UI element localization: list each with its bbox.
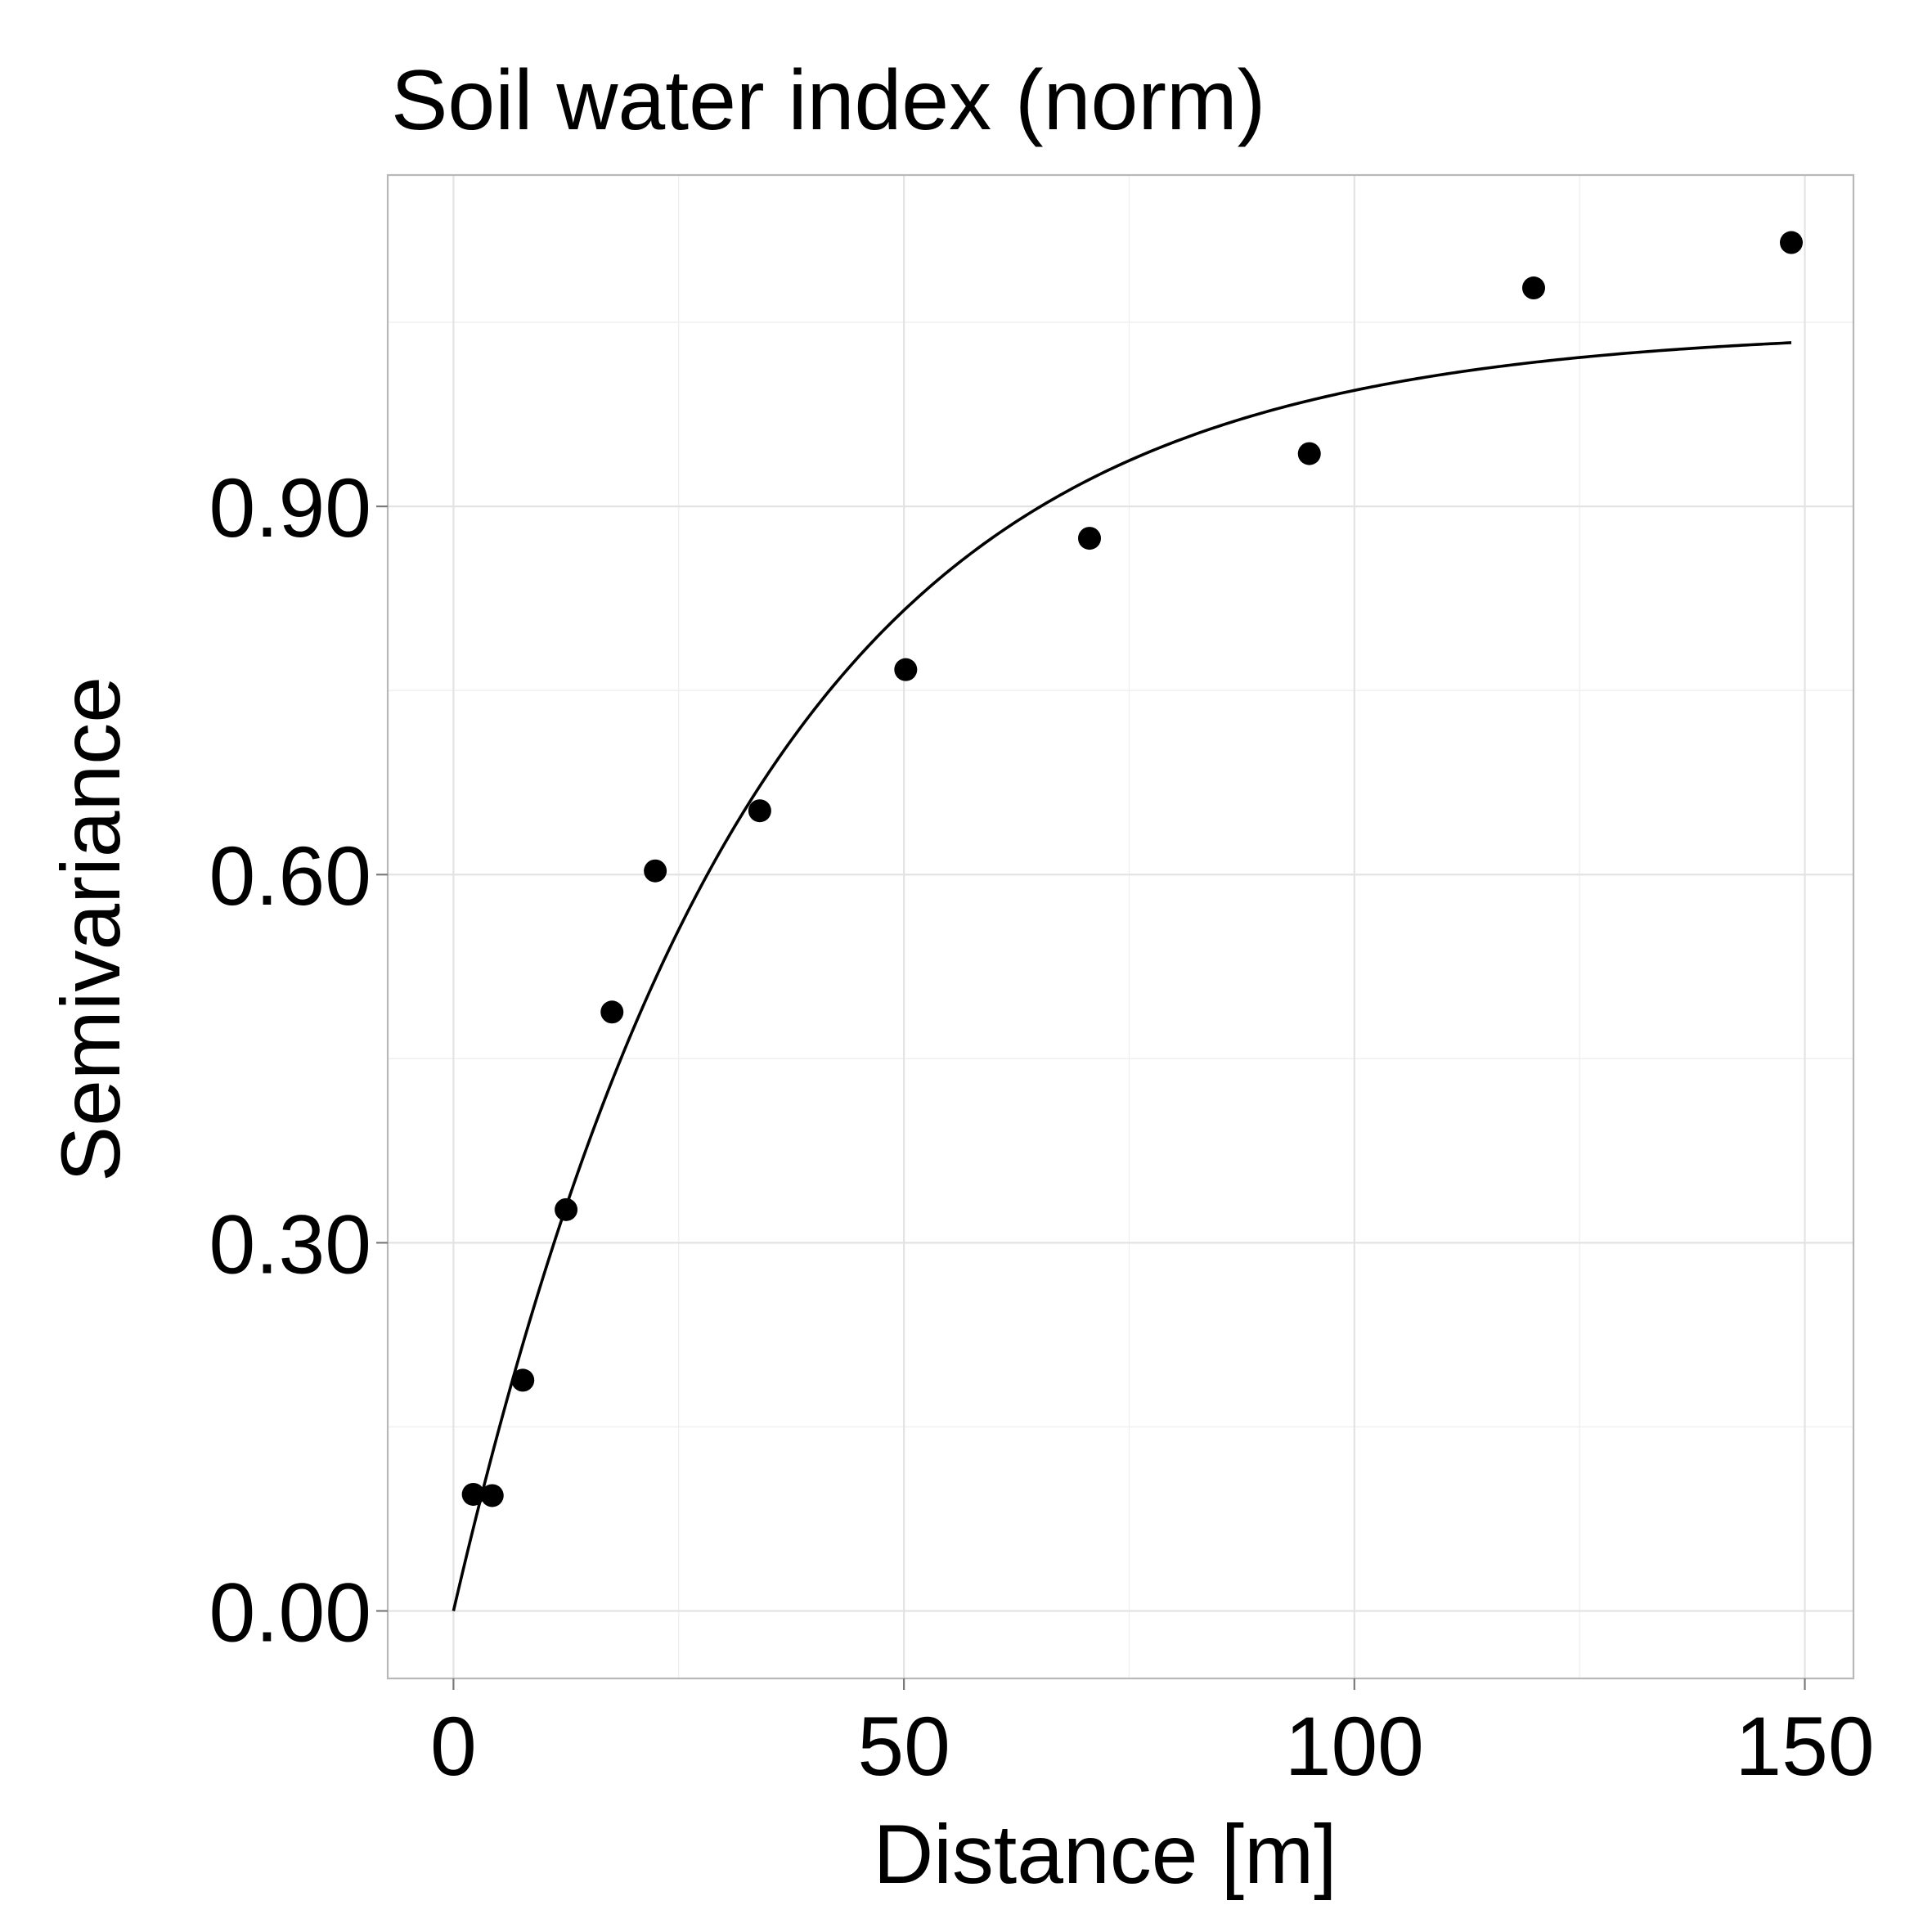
data-point (894, 658, 918, 681)
data-point (1780, 231, 1804, 254)
x-tick-label: 100 (1285, 1700, 1424, 1793)
chart-title: Soil water index (norm) (391, 53, 1265, 148)
data-point (480, 1484, 504, 1507)
data-point (1297, 442, 1321, 465)
grid (388, 175, 1853, 1678)
axis-ticks: 0 50 100 150 0.00 0.30 0.60 0.90 (209, 461, 1874, 1793)
points-layer (461, 231, 1804, 1507)
x-tick-label: 150 (1735, 1700, 1874, 1793)
data-point (511, 1368, 535, 1392)
plot-panel-border (386, 173, 1855, 1680)
x-tick-label: 0 (430, 1700, 477, 1793)
model-fit-line (452, 341, 1792, 1611)
data-point (555, 1197, 578, 1221)
data-point (644, 859, 667, 883)
y-axis-title: Semivariance (44, 676, 137, 1182)
data-point (748, 799, 771, 823)
data-point (600, 1000, 624, 1024)
y-tick-label: 0.60 (209, 829, 371, 923)
y-tick-label: 0.90 (209, 461, 371, 555)
y-tick-label: 0.00 (209, 1566, 371, 1659)
model-line-layer (452, 341, 1792, 1611)
data-point (461, 1482, 485, 1506)
data-point (1521, 276, 1545, 300)
x-axis-title: Distance [m] (874, 1808, 1337, 1901)
x-tick-label: 50 (857, 1700, 950, 1793)
data-point (1078, 527, 1102, 550)
y-tick-label: 0.30 (209, 1197, 371, 1291)
